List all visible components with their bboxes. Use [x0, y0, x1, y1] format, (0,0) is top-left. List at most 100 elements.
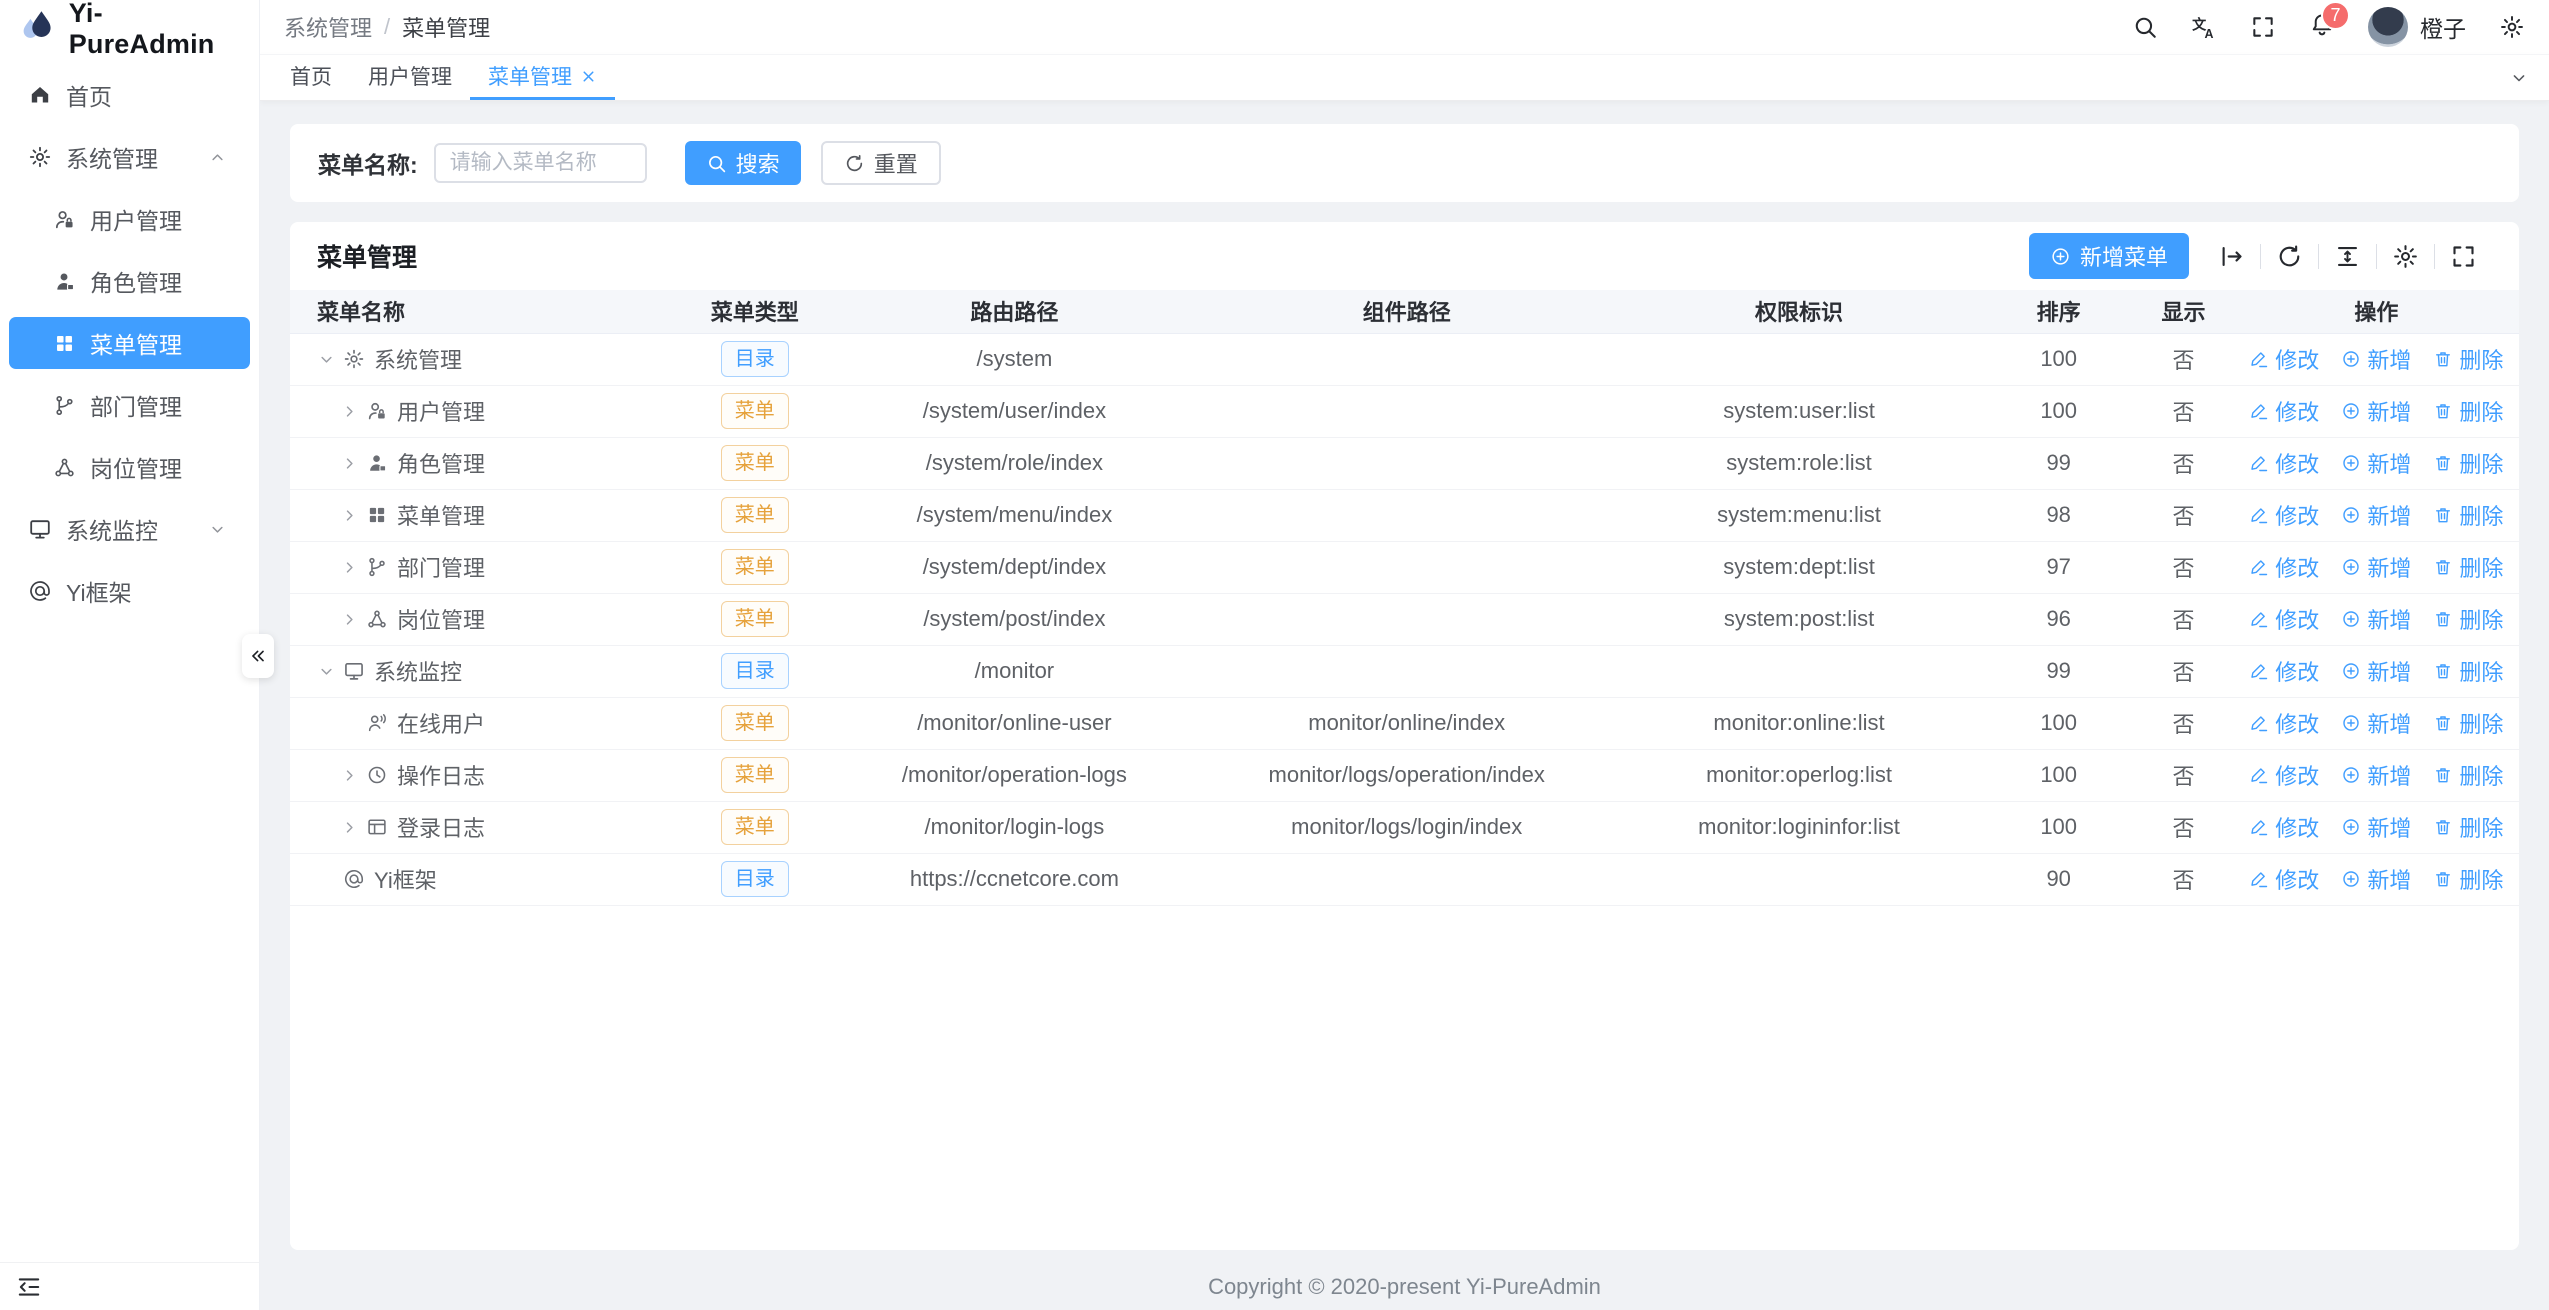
add-link[interactable]: 新增 [2341, 655, 2411, 687]
tab-more-button[interactable] [2489, 55, 2549, 100]
add-link-label: 新增 [2367, 504, 2412, 529]
delete-link[interactable]: 删除 [2433, 343, 2503, 375]
edit-link-label: 修改 [2275, 452, 2320, 477]
edit-link[interactable]: 修改 [2249, 863, 2319, 895]
tab-1[interactable]: 用户管理 [350, 55, 470, 100]
edit-link[interactable]: 修改 [2249, 603, 2319, 635]
menu-type-badge: 菜单 [720, 497, 789, 533]
chevron-right-tree-toggle-icon[interactable] [340, 558, 359, 577]
delete-link[interactable]: 删除 [2433, 447, 2503, 479]
chevron-right-tree-toggle-icon[interactable] [340, 818, 359, 837]
add-link[interactable]: 新增 [2341, 447, 2411, 479]
chevron-right-tree-toggle-icon[interactable] [340, 506, 359, 525]
delete-link[interactable]: 删除 [2433, 655, 2503, 687]
sidebar-collapse-handle[interactable] [242, 634, 274, 678]
translate-icon[interactable] [2191, 14, 2217, 40]
reset-button[interactable]: 重置 [820, 141, 941, 185]
edit-link[interactable]: 修改 [2249, 655, 2319, 687]
edit-link[interactable]: 修改 [2249, 759, 2319, 791]
fullscreen-icon[interactable] [2450, 243, 2477, 270]
chevron-right-tree-toggle-icon[interactable] [340, 610, 359, 629]
double-left-icon [248, 646, 268, 666]
density-icon[interactable] [2334, 243, 2361, 270]
grid-icon [366, 504, 388, 526]
sidebar-item-8[interactable]: Yi框架 [0, 560, 259, 622]
sidebar-item-6[interactable]: 岗位管理 [0, 436, 259, 498]
delete-link[interactable]: 删除 [2433, 759, 2503, 791]
permission-key [1614, 645, 1985, 698]
chevron-right-tree-toggle-icon[interactable] [340, 402, 359, 421]
delete-link[interactable]: 删除 [2433, 499, 2503, 531]
edit-link-label: 修改 [2275, 504, 2320, 529]
chevron-right-tree-toggle-icon[interactable] [340, 766, 359, 785]
delete-link-label: 删除 [2459, 556, 2504, 581]
sidebar-item-3[interactable]: 角色管理 [0, 250, 259, 312]
add-link[interactable]: 新增 [2341, 707, 2411, 739]
search-button[interactable]: 搜索 [684, 141, 801, 185]
add-link[interactable]: 新增 [2341, 499, 2411, 531]
edit-link[interactable]: 修改 [2249, 551, 2319, 583]
add-link[interactable]: 新增 [2341, 759, 2411, 791]
user-menu[interactable]: 橙子 [2368, 7, 2466, 47]
menu-name-cell: 角色管理 [290, 447, 680, 479]
delete-link[interactable]: 删除 [2433, 395, 2503, 427]
sort-value: 100 [1984, 801, 2134, 854]
sidebar-item-5[interactable]: 部门管理 [0, 374, 259, 436]
gear-icon[interactable] [2392, 243, 2419, 270]
delete-link[interactable]: 删除 [2433, 551, 2503, 583]
plus-circle-icon [2341, 713, 2361, 733]
chevron-down-tree-toggle-icon[interactable] [317, 662, 336, 681]
add-link[interactable]: 新增 [2341, 343, 2411, 375]
edit-link[interactable]: 修改 [2249, 447, 2319, 479]
sidebar-item-2[interactable]: 用户管理 [0, 188, 259, 250]
search-icon[interactable] [2132, 14, 2158, 40]
menu-fold-icon[interactable] [16, 1274, 42, 1300]
sidebar-item-0[interactable]: 首页 [0, 64, 259, 126]
add-link[interactable]: 新增 [2341, 863, 2411, 895]
plus-circle-icon [2341, 869, 2361, 889]
permission-key: system:user:list [1614, 385, 1985, 438]
delete-link[interactable]: 删除 [2433, 811, 2503, 843]
tab-close-icon[interactable] [580, 68, 597, 85]
settings-gear-icon[interactable] [2499, 14, 2525, 40]
edit-link[interactable]: 修改 [2249, 499, 2319, 531]
plus-circle-icon [2341, 661, 2361, 681]
edit-link[interactable]: 修改 [2249, 707, 2319, 739]
edit-link[interactable]: 修改 [2249, 811, 2319, 843]
visible-value: 否 [2133, 437, 2234, 490]
sidebar-item-1[interactable]: 系统管理 [0, 126, 259, 188]
tab-2[interactable]: 菜单管理 [470, 55, 615, 100]
edit-icon [2249, 661, 2269, 681]
sidebar-item-label: Yi框架 [66, 580, 132, 606]
collapse-right-icon[interactable] [2218, 243, 2245, 270]
menu-name-input[interactable] [433, 143, 647, 183]
add-menu-button[interactable]: 新增菜单 [2028, 233, 2189, 279]
add-link[interactable]: 新增 [2341, 551, 2411, 583]
add-link[interactable]: 新增 [2341, 811, 2411, 843]
fullscreen-icon[interactable] [2250, 14, 2276, 40]
chevron-down-tree-toggle-icon[interactable] [317, 350, 336, 369]
edit-link[interactable]: 修改 [2249, 395, 2319, 427]
sidebar-item-7[interactable]: 系统监控 [0, 498, 259, 560]
notifications-button[interactable]: 7 [2309, 0, 2350, 43]
delete-link[interactable]: 删除 [2433, 707, 2503, 739]
add-link-label: 新增 [2367, 608, 2412, 633]
tab-0[interactable]: 首页 [272, 55, 350, 100]
edit-icon [2249, 713, 2269, 733]
add-link[interactable]: 新增 [2341, 395, 2411, 427]
menu-table: 菜单名称 菜单类型 路由路径 组件路径 权限标识 排序 显示 操作 系统管理 目录/system… [290, 290, 2519, 906]
add-link-label: 新增 [2367, 400, 2412, 425]
delete-link[interactable]: 删除 [2433, 863, 2503, 895]
user-lock-icon [53, 208, 76, 231]
delete-link[interactable]: 删除 [2433, 603, 2503, 635]
visible-value: 否 [2133, 853, 2234, 906]
chevron-right-tree-toggle-icon[interactable] [340, 454, 359, 473]
edit-link-label: 修改 [2275, 816, 2320, 841]
edit-link[interactable]: 修改 [2249, 343, 2319, 375]
breadcrumb-parent[interactable]: 系统管理 [284, 16, 373, 41]
edit-link-label: 修改 [2275, 348, 2320, 373]
sidebar-item-4[interactable]: 菜单管理 [9, 317, 250, 369]
add-link[interactable]: 新增 [2341, 603, 2411, 635]
refresh-icon[interactable] [2276, 243, 2303, 270]
route-path: /monitor/operation-logs [829, 749, 1200, 802]
